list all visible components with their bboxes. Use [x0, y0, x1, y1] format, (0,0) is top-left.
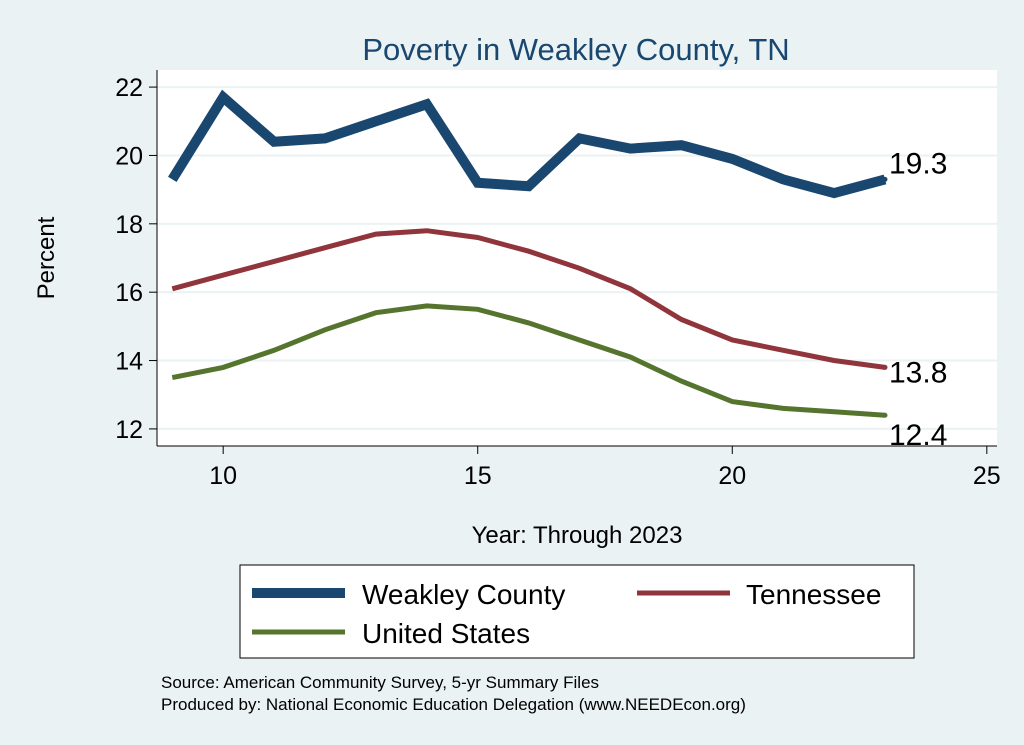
y-tick-label-14: 14 — [115, 348, 143, 376]
legend-label-weakley-county: Weakley County — [362, 579, 565, 610]
legend: Weakley County Tennessee United States — [239, 564, 915, 659]
x-ticks: 10 15 20 25 — [209, 446, 1001, 490]
chart-title: Poverty in Weakley County, TN — [362, 32, 789, 67]
x-tick-label-20: 20 — [718, 462, 746, 490]
x-tick-label-15: 15 — [464, 462, 492, 490]
series-lines — [168, 89, 888, 418]
y-axis-label: Percent — [33, 216, 60, 299]
y-tick-label-22: 22 — [115, 74, 143, 102]
legend-label-united-states: United States — [362, 618, 530, 649]
legend-label-tennessee: Tennessee — [746, 579, 881, 610]
series-line-tennessee — [171, 228, 886, 370]
source-note: Source: American Community Survey, 5-yr … — [161, 673, 599, 692]
series-line-weakley-county — [168, 89, 887, 199]
x-axis-label: Year: Through 2023 — [472, 522, 683, 549]
series-line-united-states — [171, 303, 886, 418]
end-label-weakley-county: 19.3 — [889, 147, 947, 180]
end-label-tennessee: 13.8 — [889, 356, 947, 389]
legend-box — [239, 564, 915, 659]
y-tick-label-18: 18 — [115, 211, 143, 239]
y-ticks: 12 14 16 18 20 22 — [115, 74, 157, 444]
grid-lines — [157, 86, 997, 430]
end-point-united-states — [882, 412, 888, 418]
end-label-united-states: 12.4 — [889, 419, 947, 452]
end-point-weakley-county — [882, 176, 888, 182]
end-point-tennessee — [882, 364, 888, 370]
end-labels: 19.3 13.8 12.4 — [889, 147, 947, 452]
y-tick-label-16: 16 — [115, 279, 143, 307]
y-tick-label-20: 20 — [115, 142, 143, 170]
x-tick-label-25: 25 — [973, 462, 1001, 490]
x-tick-label-10: 10 — [209, 462, 237, 490]
plot-area — [157, 70, 997, 446]
y-tick-label-12: 12 — [115, 416, 143, 444]
producer-note: Produced by: National Economic Education… — [161, 695, 746, 714]
